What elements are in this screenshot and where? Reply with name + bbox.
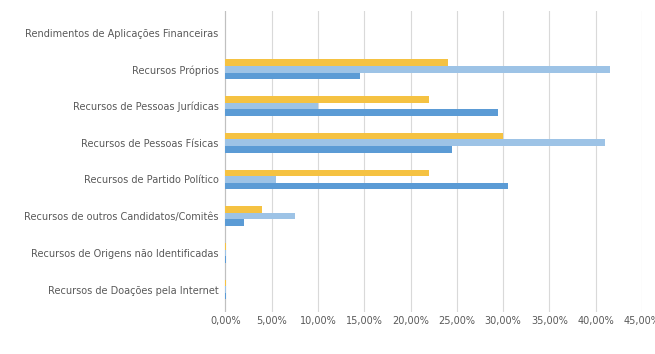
Bar <box>225 219 244 226</box>
Bar <box>225 170 429 176</box>
Bar <box>225 176 276 183</box>
Bar <box>225 103 318 109</box>
Bar <box>225 133 503 139</box>
Bar <box>225 66 610 73</box>
Bar <box>225 213 295 219</box>
Bar <box>225 73 360 79</box>
Bar <box>225 139 605 146</box>
Bar <box>225 146 452 153</box>
Bar <box>225 183 508 189</box>
Bar <box>225 96 429 103</box>
Bar <box>225 206 263 213</box>
Bar <box>225 109 498 116</box>
Bar <box>225 59 447 66</box>
